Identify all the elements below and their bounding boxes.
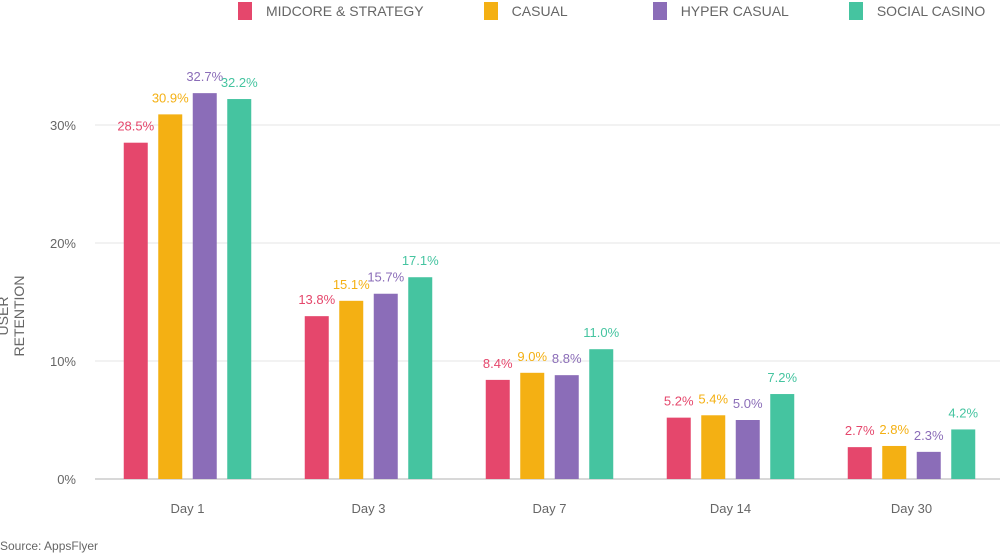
data-label: 17.1%	[402, 253, 439, 268]
data-label: 8.4%	[483, 356, 513, 371]
legend-item: HYPER CASUAL	[652, 2, 789, 20]
legend-label: SOCIAL CASINO	[876, 3, 986, 19]
bar	[589, 349, 614, 479]
data-label: 2.7%	[845, 423, 875, 438]
y-tick-label: 0%	[57, 472, 76, 487]
x-tick-label: Day 3	[352, 501, 386, 516]
data-label: 11.0%	[583, 325, 619, 340]
bar	[339, 300, 364, 479]
data-label: 2.8%	[879, 422, 909, 437]
data-label: 9.0%	[517, 349, 547, 364]
data-label: 13.8%	[298, 292, 335, 307]
bar	[408, 277, 433, 479]
data-label: 5.0%	[733, 396, 763, 411]
data-label: 8.8%	[552, 351, 582, 366]
bar	[951, 429, 976, 479]
bar	[158, 114, 183, 479]
data-label: 15.1%	[333, 277, 370, 292]
data-label: 7.2%	[767, 370, 797, 385]
bar	[882, 445, 907, 479]
legend-item: CASUAL	[483, 2, 568, 20]
bar	[304, 316, 329, 479]
y-tick-label: 20%	[50, 236, 76, 251]
legend-label: CASUAL	[511, 3, 568, 19]
x-tick-label: Day 30	[891, 501, 932, 516]
data-label: 15.7%	[367, 270, 404, 285]
legend-swatch	[848, 2, 863, 20]
x-tick-label: Day 14	[710, 501, 751, 516]
bar	[373, 293, 398, 479]
legend: MIDCORE & STRATEGY CASUAL HYPER CASUAL SOCI…	[238, 0, 985, 22]
bar	[916, 451, 941, 479]
legend-item: SOCIAL CASINO	[848, 2, 986, 20]
source-note: Source: AppsFlyer	[0, 539, 99, 553]
data-label: 32.2%	[221, 75, 258, 90]
bar	[735, 420, 760, 479]
data-label: 4.2%	[948, 405, 978, 420]
bar	[123, 142, 148, 479]
bar	[520, 372, 545, 479]
bar	[847, 447, 872, 479]
legend-swatch	[238, 2, 252, 20]
data-label: 5.4%	[698, 391, 728, 406]
x-tick-label: Day 7	[533, 501, 567, 516]
y-tick-label: 10%	[50, 354, 76, 369]
data-label: 30.9%	[152, 90, 189, 105]
x-tick-label: Day 1	[171, 501, 205, 516]
bar	[666, 417, 691, 479]
data-label: 2.3%	[914, 428, 944, 443]
legend-swatch	[483, 2, 498, 20]
y-tick-label: 30%	[50, 118, 76, 133]
data-label: 5.2%	[664, 394, 694, 409]
bar	[485, 379, 510, 479]
bar	[770, 394, 795, 479]
bar	[701, 415, 726, 479]
legend-swatch	[652, 2, 667, 20]
bar	[554, 375, 579, 479]
bar	[227, 99, 252, 479]
data-label: 32.7%	[186, 69, 223, 84]
data-label: 28.5%	[117, 119, 154, 134]
legend-item: MIDCORE & STRATEGY	[238, 2, 424, 20]
bar	[192, 93, 217, 479]
legend-label: HYPER CASUAL	[680, 3, 789, 19]
legend-label: MIDCORE & STRATEGY	[266, 3, 424, 19]
